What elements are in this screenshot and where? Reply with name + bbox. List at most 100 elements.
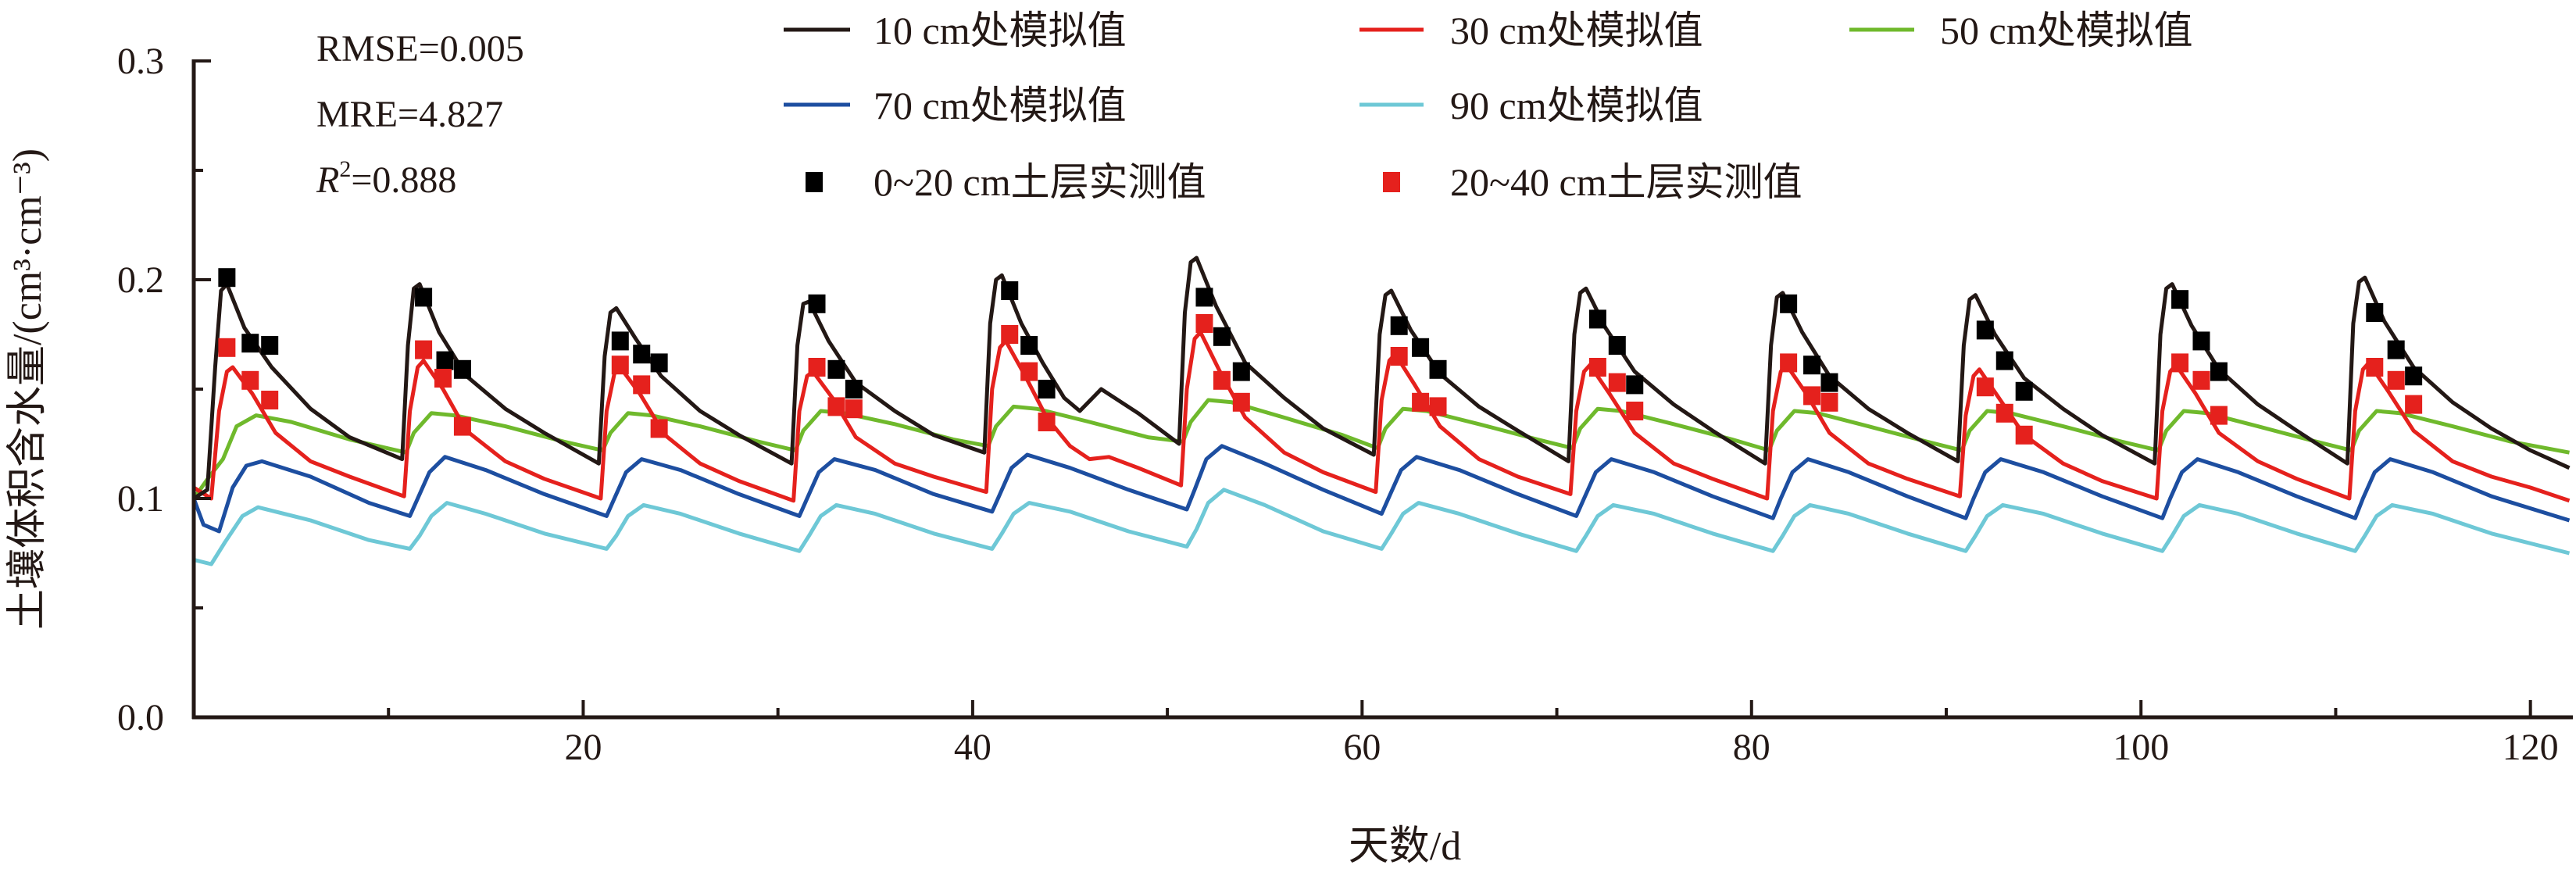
measured-point-0-20cm [1429,359,1447,379]
legend-label-10cm: 10 cm处模拟值 [874,9,1127,52]
measured-point-0-20cm [1820,373,1838,392]
measured-point-20-40cm [434,369,452,388]
measured-point-20-40cm [1001,325,1019,344]
measured-point-20-40cm [1780,353,1798,373]
measured-point-20-40cm [1020,362,1038,381]
measured-point-0-20cm [845,380,863,398]
series-line-3 [191,444,2571,534]
measured-point-20-40cm [650,419,668,438]
series-line-1 [192,330,2571,503]
measured-point-0-20cm [1412,338,1430,357]
measured-point-20-40cm [1412,392,1430,412]
legend-label-30cm: 30 cm处模拟值 [1450,9,1703,52]
r2-symbol: R [316,159,339,201]
y-tick-label: 0.3 [117,41,164,82]
measured-point-20-40cm [1195,314,1213,333]
measured-point-20-40cm [1608,373,1626,392]
measured-point-0-20cm [2015,381,2033,401]
legend-item-90cm: 90 cm处模拟值 [1359,84,1703,127]
measured-point-0-20cm [1995,351,2013,370]
legend-item-30cm: 30 cm处模拟值 [1359,9,1703,52]
x-tick-label: 40 [954,727,991,768]
measured-point-20-40cm [453,416,471,436]
measured-point-0-20cm [1803,356,1821,375]
measured-point-20-40cm [2405,395,2423,414]
axes: 20 40 60 80 100 120 0.0 0.1 0.2 0.3 [117,41,2573,768]
measured-point-0-20cm [1976,320,1994,340]
measured-point-20-40cm [827,397,845,416]
measured-point-20-40cm [845,399,863,419]
legend-marker-measured-0-20 [806,172,823,192]
legend-label-measured-20-40: 20~40 cm土层实测值 [1450,160,1802,204]
measured-point-0-20cm [611,331,629,351]
measured-point-20-40cm [1803,386,1821,406]
y-axis-label: 土壤体积含水量/(cm³·cm⁻³) [5,148,50,630]
r2-text: R2=0.888 [316,156,456,201]
measured-point-20-40cm [1038,413,1056,431]
measured-point-20-40cm [1995,403,2013,423]
measured-point-0-20cm [1390,316,1408,335]
measured-point-20-40cm [1429,397,1447,416]
measured-point-0-20cm [1213,327,1231,346]
measured-point-20-40cm [1626,402,1644,420]
measured-point-20-40cm [218,338,236,357]
measured-point-20-40cm [2387,370,2405,390]
series-line-0 [192,256,2571,501]
measured-point-20-40cm [2192,370,2210,390]
legend-item-measured-20-40: 20~40 cm土层实测值 [1383,160,1802,204]
series-line-4 [193,488,2571,566]
legend-item-50cm: 50 cm处模拟值 [1849,9,2193,52]
x-tick-label: 20 [564,727,602,768]
measured-point-0-20cm [827,359,845,379]
measured-point-20-40cm [1232,392,1250,412]
measured-point-20-40cm [2366,358,2384,377]
measured-point-20-40cm [808,358,826,377]
measured-point-0-20cm [1608,336,1626,355]
measured-point-0-20cm [1195,288,1213,307]
measured-point-0-20cm [2387,340,2405,359]
legend-label-measured-0-20: 0~20 cm土层实测值 [874,160,1206,204]
measured-point-0-20cm [808,294,826,313]
measured-point-0-20cm [261,336,279,355]
measured-point-0-20cm [436,351,454,370]
legend-label-70cm: 70 cm处模拟值 [874,84,1127,127]
stats-annotation: RMSE=0.005 MRE=4.827 R2=0.888 [316,28,524,201]
measured-point-0-20cm [1626,375,1644,395]
measured-point-0-20cm [415,288,433,307]
x-axis-label: 天数/d [1349,824,1461,869]
legend-item-10cm: 10 cm处模拟值 [784,9,1127,52]
measured-point-0-20cm [1588,309,1606,329]
measured-point-20-40cm [1588,358,1606,377]
measured-point-20-40cm [1820,392,1838,412]
measured-point-20-40cm [1976,377,1994,397]
measured-point-0-20cm [633,345,651,364]
r2-superscript: 2 [339,156,351,182]
measured-point-20-40cm [415,340,433,359]
measured-point-20-40cm [611,356,629,375]
measured-point-0-20cm [1780,294,1798,313]
legend-item-measured-0-20: 0~20 cm土层实测值 [806,160,1206,204]
measured-point-0-20cm [2192,331,2210,351]
mre-text: MRE=4.827 [316,94,503,135]
measured-point-0-20cm [2171,290,2189,309]
measured-point-0-20cm [1038,380,1056,398]
measured-point-0-20cm [2210,362,2228,381]
y-tick-label: 0.2 [117,259,164,301]
x-tick-label: 100 [2113,727,2169,768]
legend-marker-measured-20-40 [1383,172,1400,192]
measured-point-0-20cm [2366,303,2384,322]
y-tick-label: 0.0 [117,697,164,738]
x-tick-label: 120 [2503,727,2559,768]
measured-point-0-20cm [650,353,668,373]
measured-point-20-40cm [2210,406,2228,425]
measured-point-0-20cm [218,268,236,288]
x-tick-label: 80 [1733,727,1770,768]
measured-point-20-40cm [261,391,279,409]
x-tick-label: 60 [1343,727,1381,768]
legend-item-70cm: 70 cm处模拟值 [784,84,1127,127]
legend-label-90cm: 90 cm处模拟值 [1450,84,1703,127]
series-line-2 [191,398,2570,500]
tick-layer: 20 40 60 80 100 120 0.0 0.1 0.2 0.3 [117,41,2559,768]
r2-value: =0.888 [351,159,456,201]
